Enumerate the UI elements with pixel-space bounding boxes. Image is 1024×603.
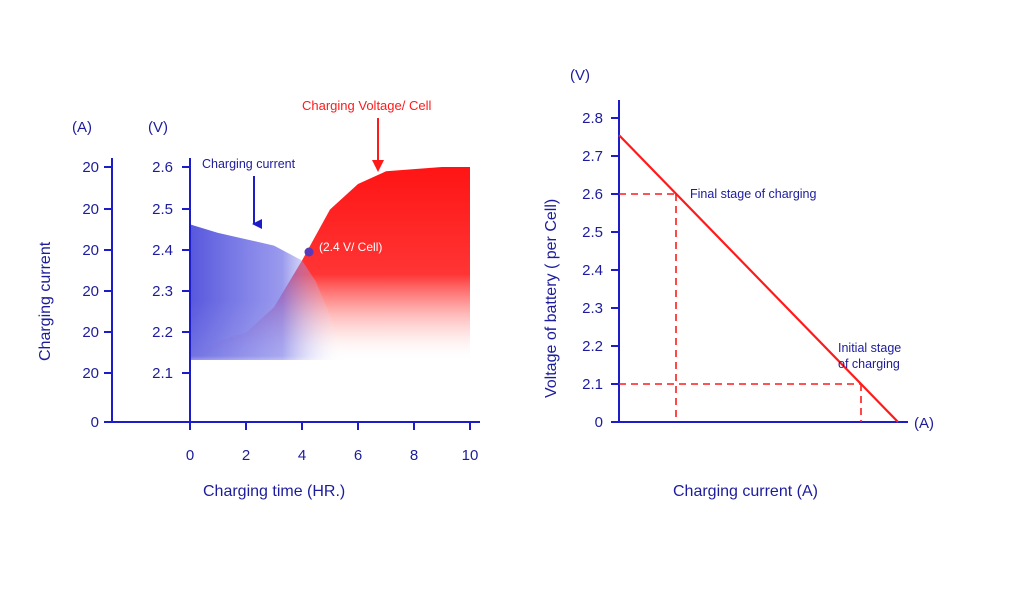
annotation-initial-stage-line1: Initial stage [838,341,901,355]
x-axis-label-current: Charging current (A) [673,483,818,500]
right-tick-label: 2.3 [582,300,603,317]
annotation-initial-stage: Initial stage of charging [838,341,905,371]
charging-time-chart: 20 20 20 20 20 20 0 2.6 2.5 2.4 2.3 2.2 2.1 0 2 4 6 8 10 (… [37,98,481,500]
current-tick-label: 0 [91,414,99,431]
annotation-final-stage: Final stage of charging [690,187,817,201]
point-2-4v-label: (2.4 V/ Cell) [319,240,382,254]
current-tick-label: 20 [82,201,99,218]
time-tick-label: 6 [354,447,362,464]
right-tick-group: 2.8 2.7 2.6 2.5 2.4 2.3 2.2 2.1 0 [582,110,619,431]
right-tick-label: 2.5 [582,224,603,241]
voltage-current-line [618,134,899,423]
right-tick-label: 2.6 [582,186,603,203]
current-tick-label: 20 [82,365,99,382]
area-series-group [190,167,481,370]
arrow-head-charging-voltage [372,160,384,172]
voltage-tick-label: 2.6 [152,159,173,176]
time-tick-label: 4 [298,447,306,464]
voltage-tick-label: 2.5 [152,201,173,218]
right-tick-label: 0 [595,414,603,431]
current-tick-label: 20 [82,159,99,176]
time-tick-label: 0 [186,447,194,464]
right-voltage-unit: (V) [570,67,590,84]
right-tick-label: 2.7 [582,148,603,165]
voltage-tick-label: 2.3 [152,283,173,300]
y-axis-label-current: Charging current [37,241,54,361]
annotation-charging-voltage: Charging Voltage/ Cell [302,98,431,113]
left-tick-group: 20 20 20 20 20 20 0 2.6 2.5 2.4 2.3 2.2 2.1 0 2 4 6 8 10 [82,159,478,464]
right-tick-label: 2.1 [582,376,603,393]
time-tick-label: 2 [242,447,250,464]
voltage-tick-label: 2.4 [152,242,173,259]
current-tick-label: 20 [82,242,99,259]
right-tick-label: 2.8 [582,110,603,127]
reference-guides [619,193,862,422]
current-tick-label: 20 [82,283,99,300]
right-tick-label: 2.4 [582,262,603,279]
y-axis-label-voltage: Voltage of battery ( per Cell) [543,199,560,398]
voltage-tick-label: 2.2 [152,324,173,341]
voltage-tick-label: 2.1 [152,365,173,382]
right-current-unit: (A) [914,415,934,432]
current-unit-label: (A) [72,119,92,136]
area-fade-overlay [191,300,481,370]
x-axis-label-time: Charging time (HR.) [203,483,345,500]
annotation-charging-current: Charging current [202,157,296,171]
annotation-initial-stage-line2: of charging [838,357,900,371]
right-tick-label: 2.2 [582,338,603,355]
voltage-vs-current-chart: 2.8 2.7 2.6 2.5 2.4 2.3 2.2 2.1 0 (V) (A) Voltag… [543,67,934,500]
voltage-unit-label: (V) [148,119,168,136]
time-tick-label: 8 [410,447,418,464]
current-tick-label: 20 [82,324,99,341]
point-2-4v [304,247,314,257]
time-tick-label: 10 [462,447,479,464]
